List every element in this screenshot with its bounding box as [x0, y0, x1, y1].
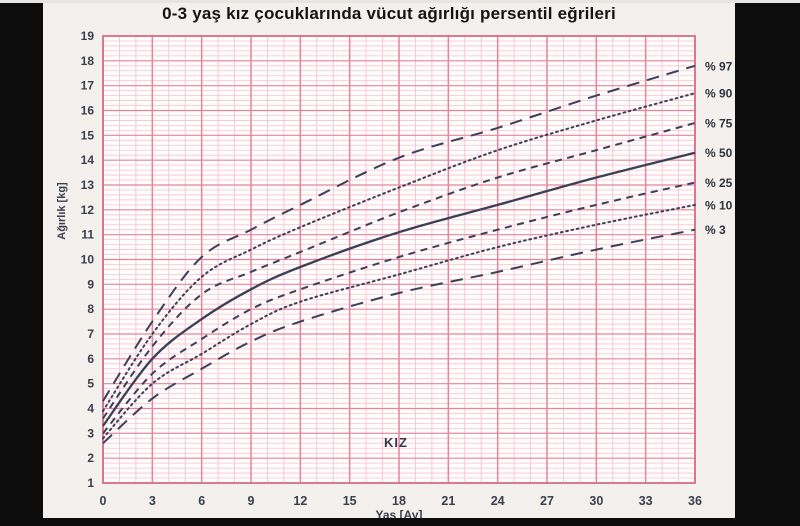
curve-p97 [102, 64, 696, 402]
y-tick-label: 9 [87, 277, 94, 291]
y-tick-label: 12 [81, 203, 95, 217]
x-tick-label: 36 [688, 494, 702, 508]
x-tick-label: 12 [293, 494, 307, 508]
curve-p75 [102, 121, 696, 419]
y-tick-label: 8 [87, 302, 94, 316]
letterbox-left [0, 0, 43, 526]
x-tick-label: 21 [441, 494, 455, 508]
y-tick-label: 10 [81, 253, 95, 267]
y-tick-label: 19 [81, 29, 95, 43]
x-tick-label: 18 [392, 494, 406, 508]
y-tick-label: 7 [87, 327, 94, 341]
y-tick-label: 14 [81, 153, 95, 167]
percentile-label-p10: % 10 [705, 198, 733, 212]
top-divider [0, 0, 800, 3]
letterbox-right [735, 0, 800, 526]
sex-annotation: KIZ [384, 435, 408, 450]
x-tick-label: 33 [639, 494, 653, 508]
percentile-label-p97: % 97 [705, 59, 733, 73]
x-tick-label: 30 [589, 494, 603, 508]
curve-p3 [102, 228, 696, 445]
curve-p50 [102, 151, 696, 427]
chart-title: 0-3 yaş kız çocuklarında vücut ağırlığı … [162, 4, 616, 23]
y-tick-label: 17 [81, 79, 95, 93]
y-tick-label: 1 [87, 476, 94, 490]
plot-border [102, 35, 696, 484]
percentile-label-p75: % 75 [705, 116, 733, 130]
x-tick-label: 6 [198, 494, 205, 508]
x-tick-label: 27 [540, 494, 554, 508]
x-tick-label: 9 [248, 494, 255, 508]
y-tick-label: 13 [81, 178, 95, 192]
x-tick-label: 3 [149, 494, 156, 508]
letterbox-bottom [43, 518, 735, 526]
y-tick-label: 4 [87, 402, 94, 416]
y-tick-label: 11 [81, 228, 94, 242]
y-tick-label: 16 [81, 104, 95, 118]
x-tick-label: 24 [491, 494, 505, 508]
x-tick-label: 15 [343, 494, 357, 508]
percentile-label-p25: % 25 [705, 176, 733, 190]
percentile-label-p50: % 50 [705, 146, 733, 160]
percentile-label-p3: % 3 [705, 223, 726, 237]
y-axis-title: Ağırlık [kg] [56, 182, 68, 240]
curve-p90 [102, 92, 696, 412]
y-tick-label: 6 [87, 352, 94, 366]
y-tick-label: 3 [87, 426, 94, 440]
y-tick-label: 5 [87, 377, 94, 391]
curve-p25 [102, 181, 696, 434]
x-tick-label: 0 [100, 494, 107, 508]
percentile-label-p90: % 90 [705, 87, 733, 101]
y-tick-label: 2 [87, 451, 94, 465]
curve-p10 [102, 203, 696, 440]
y-tick-label: 18 [81, 54, 95, 68]
y-tick-label: 15 [81, 128, 95, 142]
